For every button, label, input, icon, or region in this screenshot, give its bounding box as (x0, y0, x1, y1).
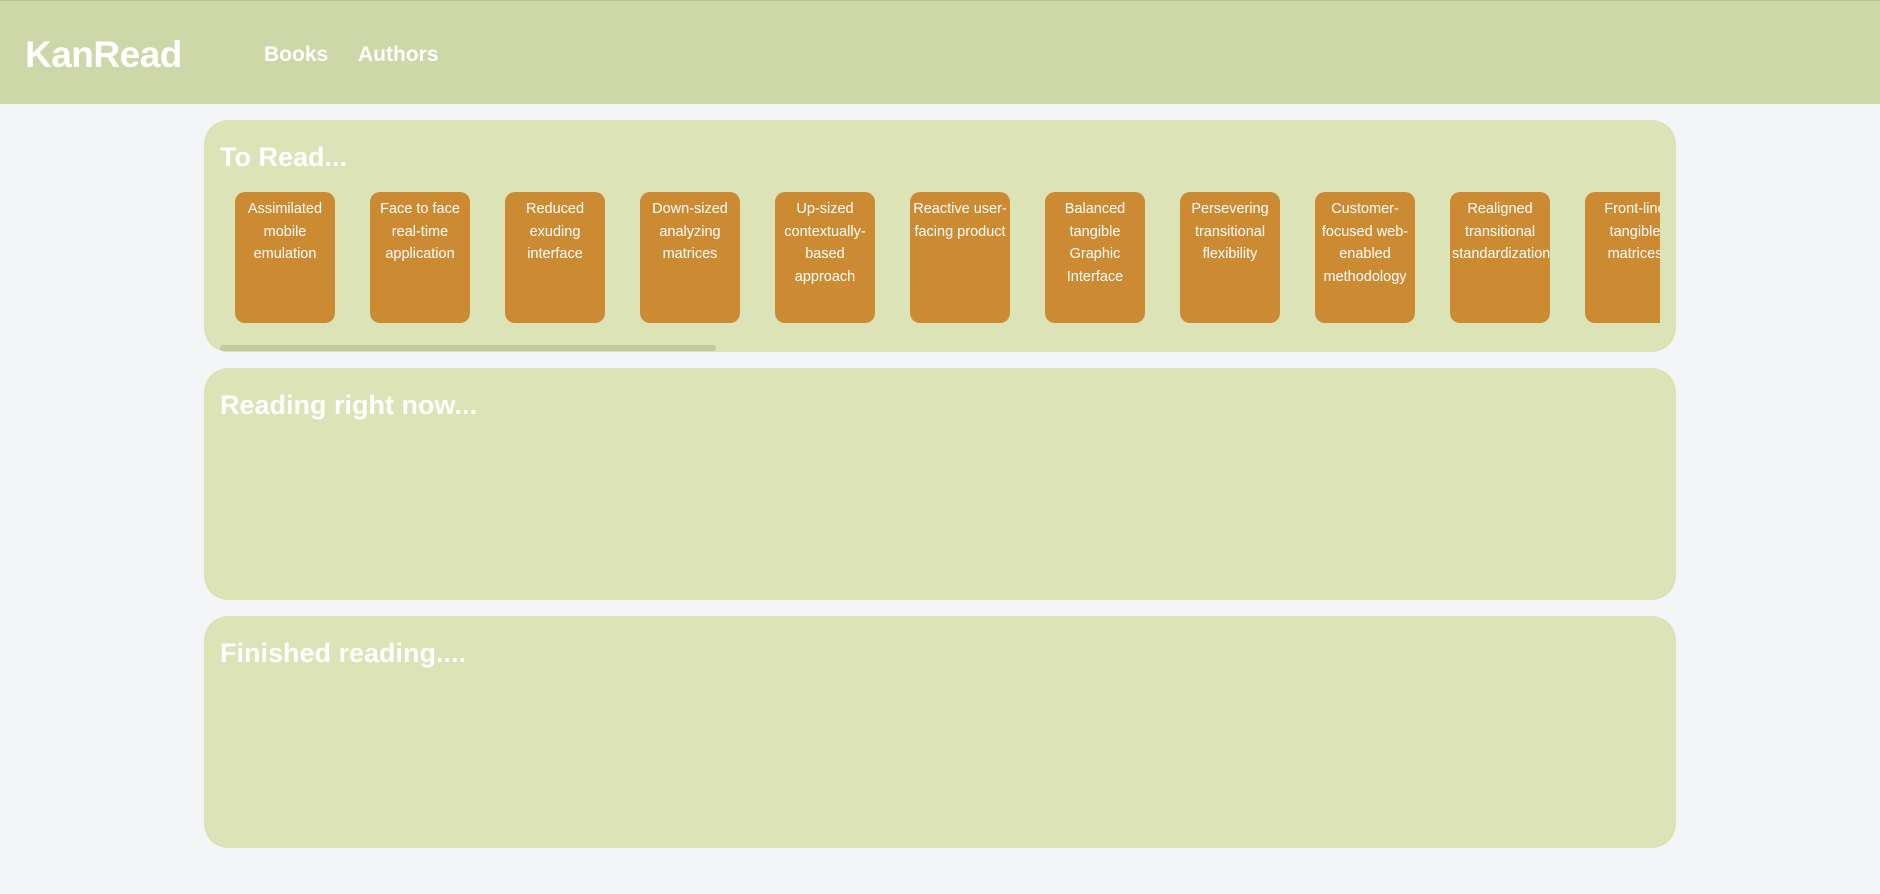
book-card-title: Reactive user-facing product (913, 201, 1007, 240)
book-card[interactable]: Realigned transitional standardization (1450, 192, 1550, 323)
nav-books-link[interactable]: Books (264, 43, 329, 66)
book-card[interactable]: Reduced exuding interface (505, 192, 605, 323)
finished-reading-column: Finished reading.... (204, 616, 1676, 848)
to-read-column: To Read... Assimilated mobile emulation … (204, 120, 1676, 352)
to-read-title: To Read... (220, 142, 348, 172)
book-card-title: Reduced exuding interface (525, 201, 585, 262)
book-card[interactable]: Up-sized contextually-based approach (775, 192, 875, 323)
top-navbar: KanRead Books Authors (0, 0, 1880, 104)
reading-now-title: Reading right now... (220, 390, 477, 420)
book-card-title: Up-sized contextually-based approach (784, 201, 866, 285)
book-card-title: Balanced tangible Graphic Interface (1064, 201, 1126, 285)
book-card-title: Front-line tangible matrices (1604, 201, 1660, 262)
book-card[interactable]: Persevering transitional flexibility (1180, 192, 1280, 323)
to-read-card-strip[interactable]: Assimilated mobile emulation Face to fac… (220, 192, 1660, 326)
book-card-title: Persevering transitional flexibility (1191, 201, 1269, 262)
book-card[interactable]: Front-line tangible matrices (1585, 192, 1660, 323)
book-card-title: Assimilated mobile emulation (247, 201, 323, 262)
reading-now-column: Reading right now... (204, 368, 1676, 600)
book-card[interactable]: Balanced tangible Graphic Interface (1045, 192, 1145, 323)
book-card[interactable]: Face to face real-time application (370, 192, 470, 323)
book-card[interactable]: Down-sized analyzing matrices (640, 192, 740, 323)
nav-authors-link[interactable]: Authors (358, 43, 439, 66)
finished-reading-title: Finished reading.... (220, 638, 467, 668)
book-card-title: Realigned transitional standardization (1452, 201, 1551, 262)
to-read-card-track: Assimilated mobile emulation Face to fac… (235, 192, 1660, 323)
book-card[interactable]: Assimilated mobile emulation (235, 192, 335, 323)
book-card-title: Face to face real-time application (380, 201, 460, 262)
book-card-title: Down-sized analyzing matrices (652, 201, 728, 262)
book-card-title: Customer-focused web-enabled methodology (1321, 201, 1409, 285)
horizontal-scrollbar-thumb[interactable] (220, 345, 716, 351)
book-card[interactable]: Customer-focused web-enabled methodology (1315, 192, 1415, 323)
brand-logo[interactable]: KanRead (25, 34, 182, 75)
book-card[interactable]: Reactive user-facing product (910, 192, 1010, 323)
